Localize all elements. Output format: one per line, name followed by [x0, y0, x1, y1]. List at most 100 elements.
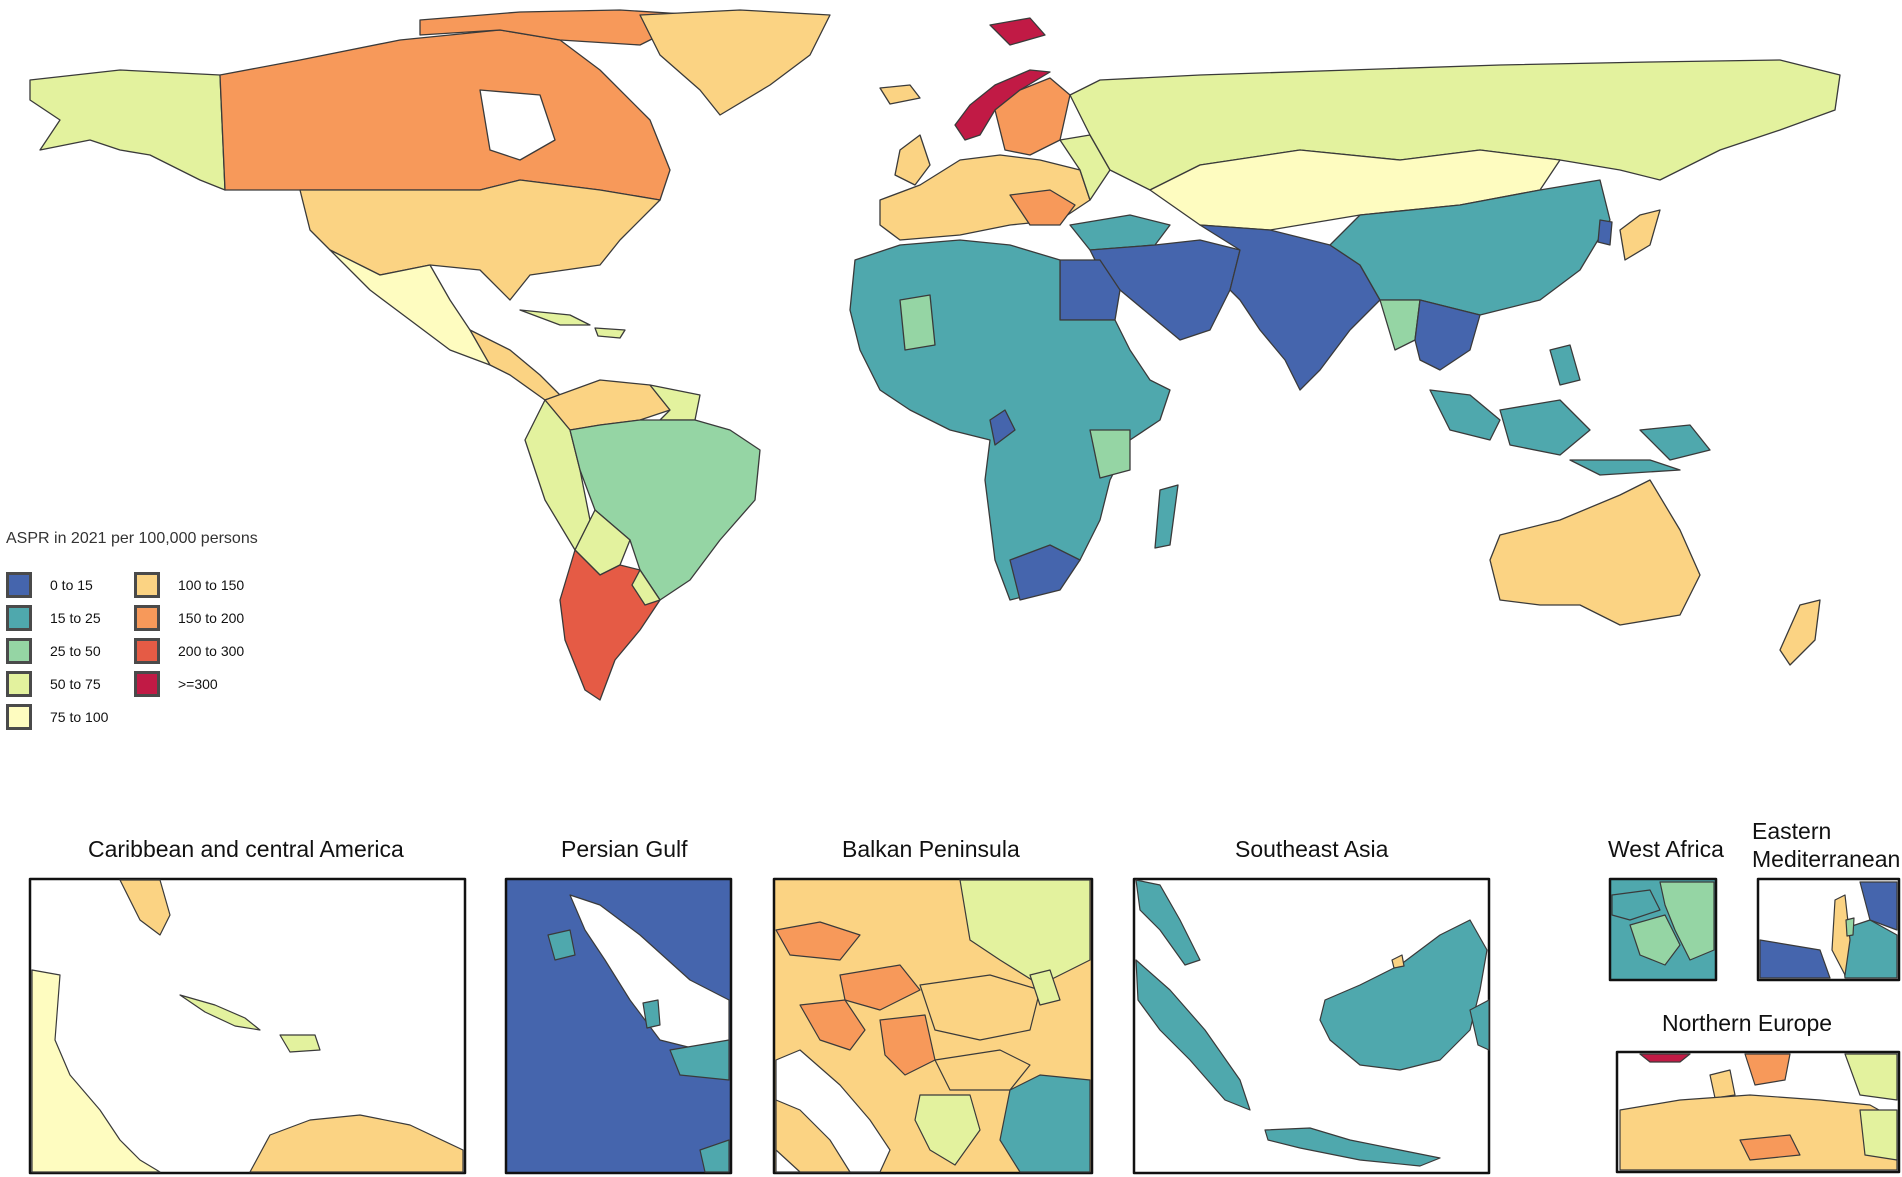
legend-item-3: 50 to 75 [6, 667, 101, 701]
region-arctic-islands [419, 9, 701, 46]
region-west-africa [899, 294, 936, 351]
region-guinea [1629, 914, 1681, 966]
region-java [1264, 1127, 1441, 1167]
inset-title-persian-gulf: Persian Gulf [561, 836, 688, 862]
region-sumatra [1135, 959, 1251, 1111]
legend-label: 75 to 100 [50, 709, 109, 725]
region-indochina [1414, 299, 1481, 371]
region-caribbean [519, 309, 626, 339]
legend-item-8: >=300 [134, 667, 218, 701]
region-madagascar [1154, 484, 1179, 549]
region-uk [894, 134, 931, 186]
legend-swatch [134, 671, 160, 697]
region-croatia [799, 999, 866, 1051]
inset-eastern-mediterranean [1756, 877, 1901, 982]
region-hispaniola [279, 1034, 321, 1053]
region-norway [954, 69, 1051, 141]
region-balkans [1009, 189, 1076, 226]
region-turkey [1069, 214, 1171, 251]
region-new-zealand [1779, 599, 1821, 666]
inset-title-southeast-asia: Southeast Asia [1235, 836, 1389, 862]
legend-swatch [6, 605, 32, 631]
region-denmark-inset [1709, 1069, 1736, 1099]
region-brunei [1391, 954, 1405, 969]
inset-southeast-asia [1132, 877, 1491, 1175]
legend-item-2: 25 to 50 [6, 634, 101, 668]
region-belarus [1859, 1109, 1898, 1161]
region-south-america-inset [249, 1114, 464, 1173]
region-palestine [1845, 917, 1855, 937]
legend-label: >=300 [178, 676, 218, 692]
region-congo [989, 409, 1016, 446]
legend-title: ASPR in 2021 per 100,000 persons [6, 530, 258, 547]
region-china [1329, 179, 1611, 316]
region-egypt-inset [1759, 939, 1831, 979]
region-mali [1659, 881, 1715, 961]
inset-northern-europe [1615, 1050, 1901, 1174]
region-alaska [29, 69, 226, 191]
legend-item-0: 0 to 15 [6, 568, 93, 602]
region-east-africa [1089, 429, 1131, 479]
region-senegal [1611, 889, 1661, 921]
region-korea [1597, 219, 1613, 246]
legend-swatch [6, 638, 32, 664]
region-romania [919, 974, 1041, 1041]
legend-label: 25 to 50 [50, 643, 101, 659]
region-italy [775, 1099, 851, 1173]
legend-label: 150 to 200 [178, 610, 245, 626]
region-japan [1619, 209, 1661, 261]
legend-label: 15 to 25 [50, 610, 101, 626]
inset-title-mediterranean: Mediterranean [1752, 846, 1901, 872]
inset-title-west-africa: West Africa [1608, 836, 1724, 862]
region-south-africa [1009, 544, 1081, 601]
region-syria [1859, 881, 1898, 931]
legend-item-1: 15 to 25 [6, 601, 101, 635]
inset-title-eastern: Eastern [1752, 818, 1832, 844]
region-israel [1831, 894, 1851, 976]
region-florida [119, 879, 171, 936]
region-iceland [879, 84, 921, 105]
region-oman [699, 1139, 730, 1173]
legend-item-6: 150 to 200 [134, 601, 244, 635]
region-central-america-inset [31, 969, 161, 1173]
region-hungary [839, 964, 921, 1011]
inset-title-northern-europe: Northern Europe [1662, 1010, 1833, 1036]
hudson-bay [479, 89, 556, 161]
region-uae [669, 1039, 730, 1081]
region-svalbard [989, 17, 1046, 46]
inset-west-africa [1608, 877, 1718, 982]
region-sulawesi [1469, 999, 1490, 1051]
legend-swatch [134, 638, 160, 664]
legend-item-7: 200 to 300 [134, 634, 244, 668]
legend-label: 100 to 150 [178, 577, 245, 593]
legend-item-5: 100 to 150 [134, 568, 244, 602]
region-serbia [879, 1014, 936, 1076]
region-sweden [994, 77, 1071, 156]
region-uruguay [631, 569, 661, 606]
region-australia [1489, 479, 1701, 626]
legend-item-4: 75 to 100 [6, 700, 108, 734]
region-sweden-inset [1744, 1053, 1791, 1086]
region-eastern-europe [1059, 134, 1111, 201]
legend-label: 200 to 300 [178, 643, 245, 659]
region-germany-poland [1619, 1094, 1898, 1171]
region-malaysia-peninsula [1135, 879, 1201, 966]
inset-balkan [772, 877, 1094, 1175]
region-papua [1639, 424, 1711, 461]
legend-swatch [134, 572, 160, 598]
region-norway-inset [1639, 1053, 1691, 1063]
legend-swatch [6, 671, 32, 697]
region-bulgaria [934, 1049, 1031, 1091]
region-greece [914, 1094, 981, 1166]
inset-caribbean [28, 877, 467, 1175]
legend-swatch [6, 572, 32, 598]
region-qatar [642, 999, 661, 1029]
legend-swatch [134, 605, 160, 631]
region-indonesia [1429, 344, 1681, 476]
legend-swatch [6, 704, 32, 730]
legend-label: 50 to 75 [50, 676, 101, 692]
region-turkey-inset [999, 1074, 1091, 1173]
region-baltic [1844, 1053, 1898, 1101]
inset-persian-gulf [504, 877, 733, 1175]
